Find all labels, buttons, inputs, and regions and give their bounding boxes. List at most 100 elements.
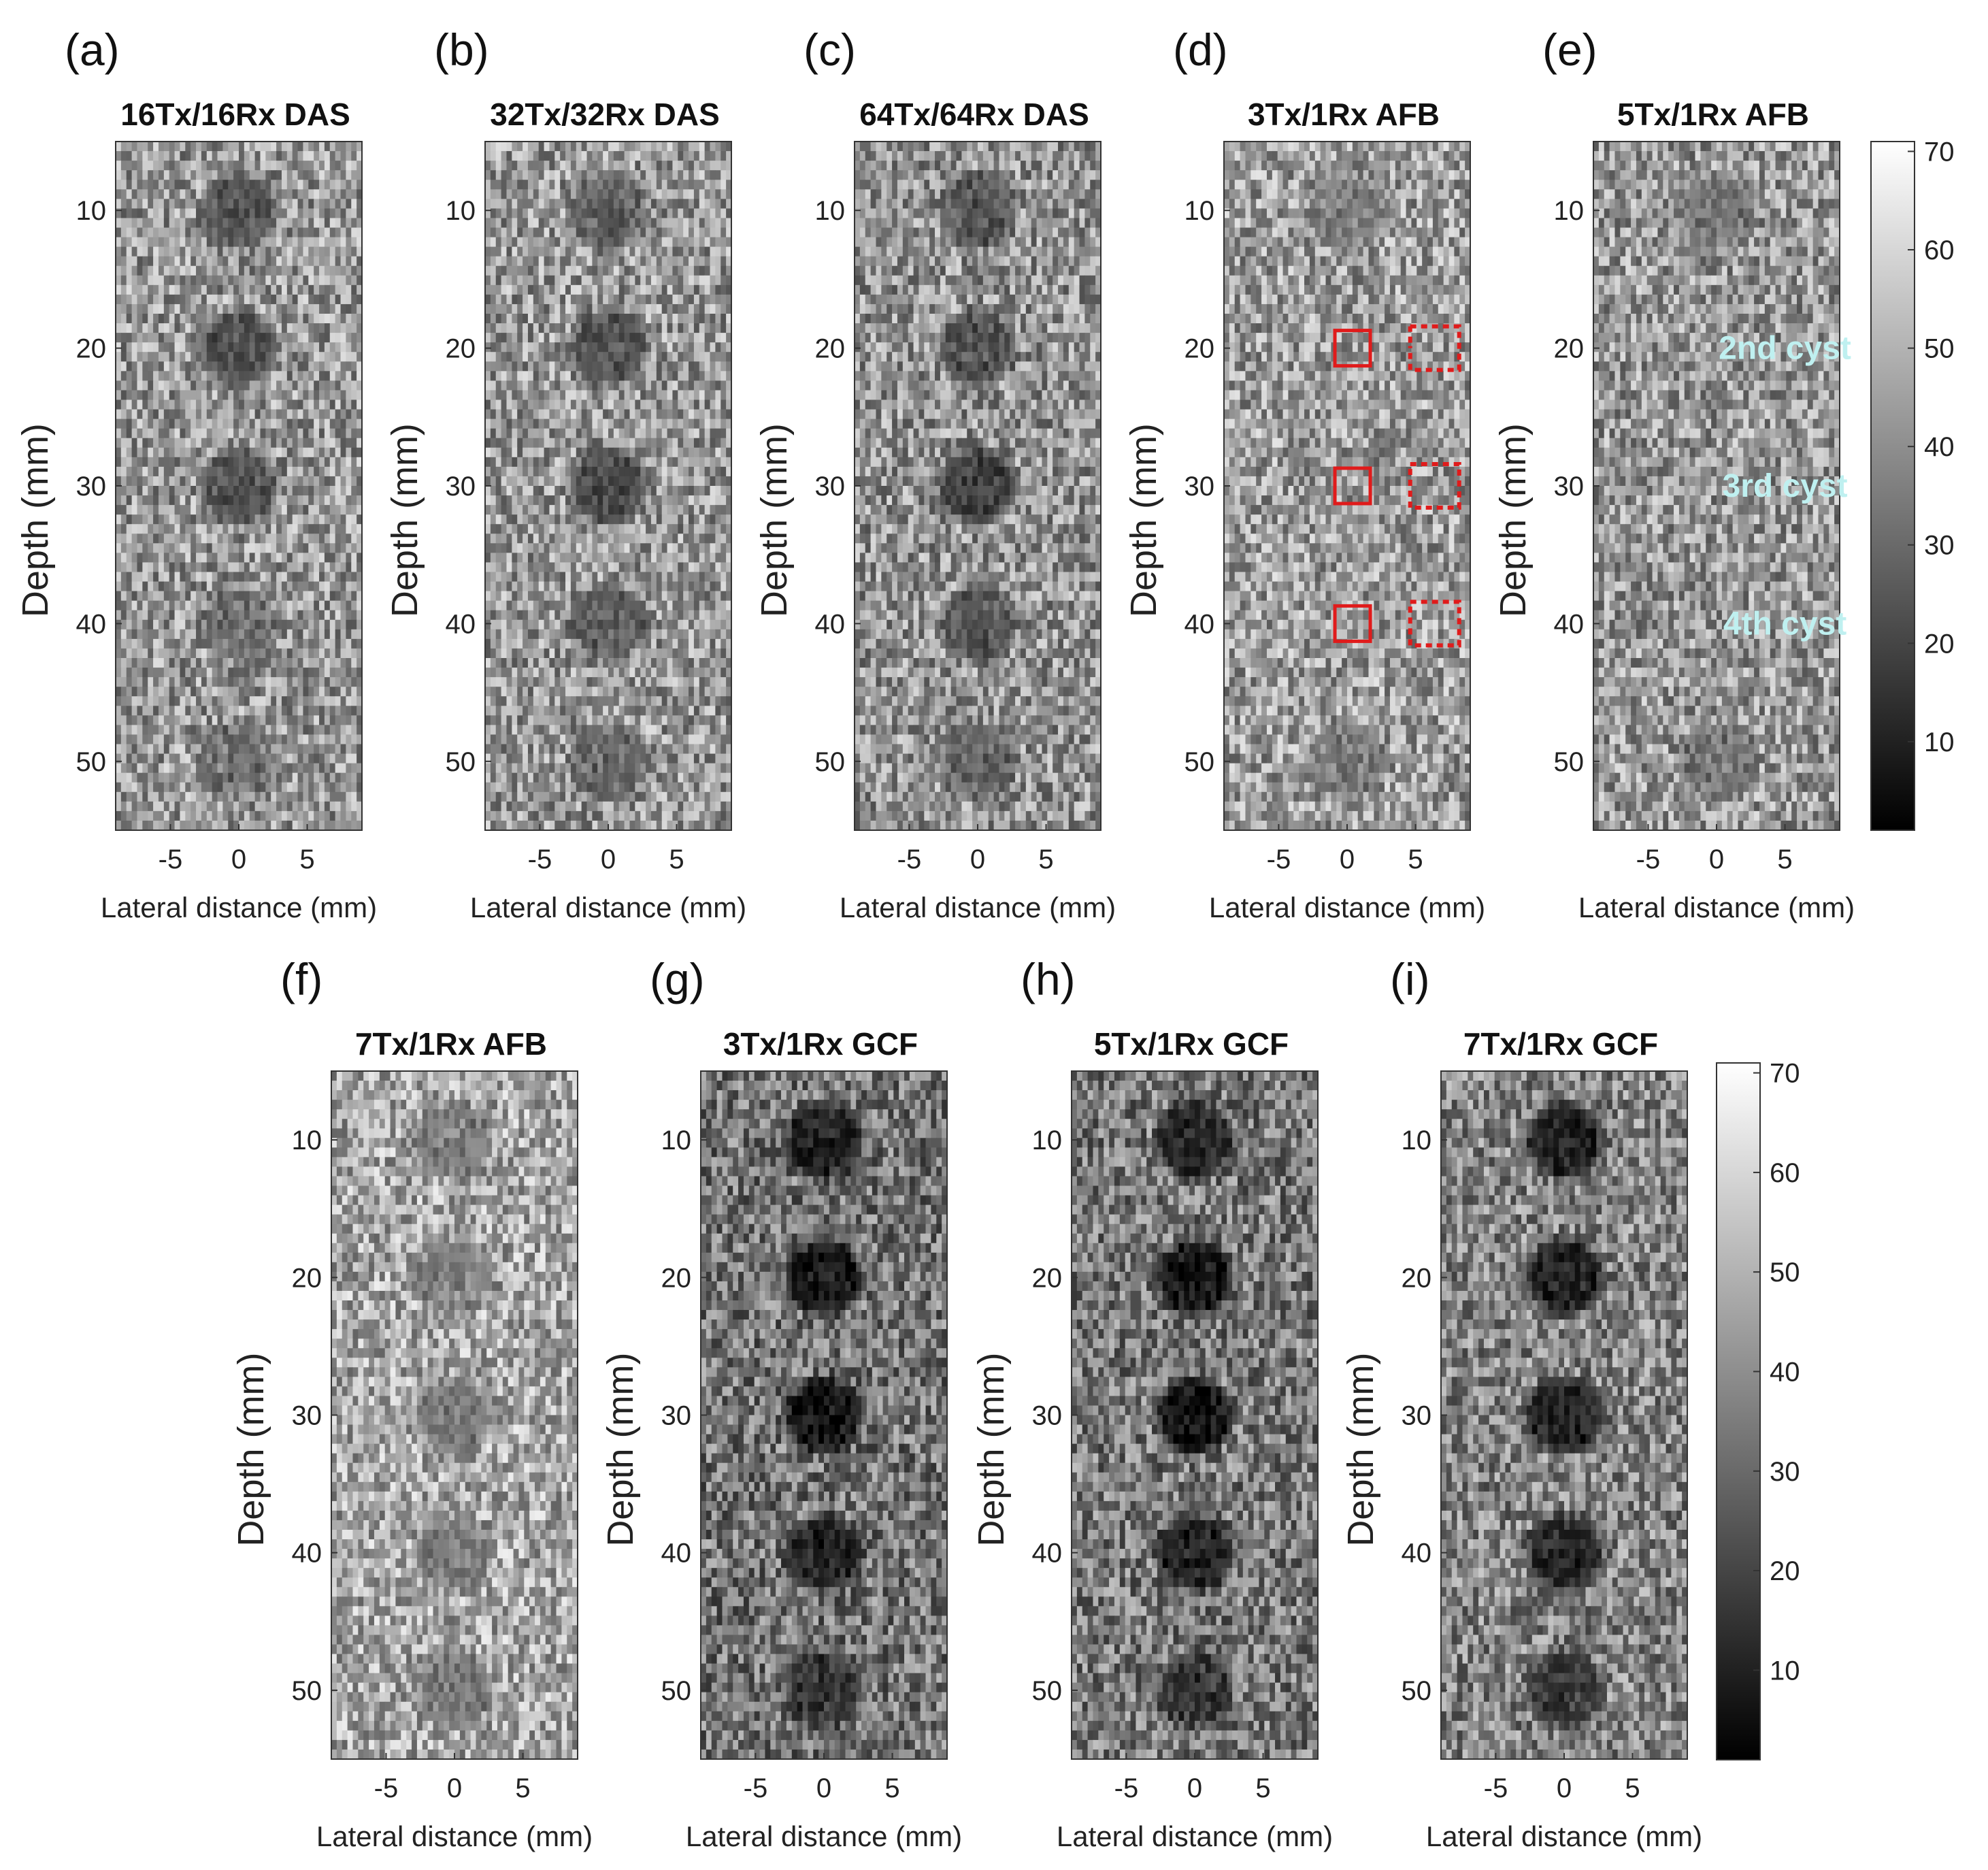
panel-a: (a)16Tx/16Rx DAS 10 20 30 40 50 -5 0 5 Lateral di… — [15, 24, 377, 923]
y-tick-label: 40 — [1032, 1539, 1063, 1569]
panel-title: 5Tx/1Rx GCF — [1094, 1026, 1289, 1062]
colorbar-tick-label: 60 — [1924, 235, 1955, 265]
y-tick-label: 10 — [76, 196, 107, 226]
y-tick-label: 50 — [446, 747, 476, 777]
y-axis-label: Depth (mm) — [1340, 1353, 1381, 1547]
colorbar-tick-label: 20 — [1924, 629, 1955, 659]
x-tick-label: -5 — [1114, 1773, 1139, 1803]
panel-h: (h) 5Tx/1Rx GCF 10 20 30 40 50 -5 0 5 Lateral dist… — [971, 954, 1333, 1852]
panel-title: 3Tx/1Rx AFB — [1248, 97, 1440, 132]
x-tick-label: 5 — [515, 1773, 530, 1803]
colorbar-tick-label: 70 — [1770, 1059, 1800, 1089]
y-tick-label: 40 — [292, 1539, 322, 1569]
x-axis-label: Lateral distance (mm) — [1057, 1820, 1333, 1852]
panel-title: 7Tx/1Rx AFB — [355, 1026, 547, 1062]
y-tick-label: 30 — [1032, 1401, 1063, 1431]
y-tick-label: 20 — [1184, 334, 1215, 364]
panel-label: (i) — [1390, 954, 1430, 1004]
x-axis-label: Lateral distance (mm) — [316, 1820, 593, 1852]
x-tick-label: -5 — [159, 844, 183, 874]
y-axis-label: Depth (mm) — [1493, 423, 1534, 617]
y-tick-label: 20 — [292, 1263, 322, 1293]
y-tick-label: 40 — [1184, 609, 1215, 639]
x-tick-label: -5 — [1636, 844, 1661, 874]
x-tick-label: -5 — [374, 1773, 399, 1803]
y-tick-label: 50 — [815, 747, 846, 777]
y-tick-label: 50 — [1402, 1676, 1432, 1706]
roi-cyst-box — [1333, 329, 1372, 368]
y-tick-label: 20 — [1032, 1263, 1063, 1293]
speckle-image — [485, 142, 732, 831]
colorbar-tick-label: 70 — [1924, 137, 1955, 167]
y-tick-label: 30 — [76, 472, 107, 502]
x-tick-label: 0 — [1557, 1773, 1572, 1803]
panel-title: 16Tx/16Rx DAS — [120, 97, 350, 132]
panel-label: (b) — [434, 24, 489, 75]
y-tick-label: 30 — [1184, 472, 1215, 502]
colorbar-tick-label: 30 — [1924, 531, 1955, 561]
y-axis-label: Depth (mm) — [1123, 423, 1164, 617]
x-tick-label: 5 — [1625, 1773, 1640, 1803]
x-tick-label: 0 — [231, 844, 246, 874]
y-tick-label: 40 — [1402, 1539, 1432, 1569]
x-tick-label: 0 — [1340, 844, 1355, 874]
cyst-annotation: 4th cyst — [1723, 606, 1846, 642]
y-tick-label: 20 — [661, 1263, 692, 1293]
x-axis-label: Lateral distance (mm) — [470, 891, 746, 923]
colorbar-tick-label: 40 — [1770, 1357, 1800, 1387]
y-tick-label: 10 — [446, 196, 476, 226]
cyst-annotation: 3rd cyst — [1723, 468, 1848, 504]
x-tick-label: -5 — [744, 1773, 768, 1803]
colorbar-tick-label: 10 — [1770, 1656, 1800, 1686]
y-tick-label: 20 — [1402, 1263, 1432, 1293]
speckle-image — [1441, 1071, 1688, 1760]
colorbar-tick-label: 30 — [1770, 1457, 1800, 1487]
panel-title: 3Tx/1Rx GCF — [723, 1026, 918, 1062]
y-tick-label: 10 — [815, 196, 846, 226]
speckle-image — [855, 142, 1101, 831]
speckle-image — [1593, 142, 1840, 831]
y-tick-label: 50 — [76, 747, 107, 777]
colorbar-tick-label: 50 — [1924, 334, 1955, 364]
y-tick-label: 10 — [661, 1126, 692, 1155]
roi-cyst-box — [1333, 466, 1372, 506]
y-tick-label: 20 — [76, 334, 107, 364]
colorbar-2: 10 20 30 40 50 60 70 — [1716, 1059, 1800, 1760]
roi-cyst-box — [1333, 604, 1372, 643]
speckle-image — [331, 1071, 578, 1760]
colorbar-tick-label: 50 — [1770, 1258, 1800, 1287]
speckle-image — [1072, 1071, 1319, 1760]
x-tick-label: 5 — [299, 844, 314, 874]
panel-g: (g) 3Tx/1Rx GCF 10 20 30 40 50 -5 0 5 Lateral dist… — [600, 954, 962, 1852]
panel-label: (a) — [65, 24, 120, 75]
x-tick-label: -5 — [528, 844, 552, 874]
x-tick-label: 5 — [669, 844, 684, 874]
y-tick-label: 30 — [661, 1401, 692, 1431]
x-axis-label: Lateral distance (mm) — [1578, 891, 1855, 923]
panel-label: (h) — [1021, 954, 1076, 1004]
x-axis-label: Lateral distance (mm) — [101, 891, 377, 923]
y-tick-label: 40 — [76, 609, 107, 639]
panel-title: 7Tx/1Rx GCF — [1463, 1026, 1658, 1062]
y-tick-label: 10 — [1032, 1126, 1063, 1155]
x-tick-label: 0 — [1187, 1773, 1202, 1803]
y-tick-label: 20 — [446, 334, 476, 364]
colorbar-tick-label: 20 — [1770, 1556, 1800, 1586]
y-tick-label: 40 — [446, 609, 476, 639]
y-tick-label: 50 — [1554, 747, 1585, 777]
x-tick-label: -5 — [897, 844, 922, 874]
panel-label: (e) — [1542, 24, 1597, 75]
panel-e: (e) 5Tx/1Rx AFB 10 20 30 40 50 -5 0 5 Lateral dist… — [1493, 24, 1855, 923]
y-tick-label: 40 — [1554, 609, 1585, 639]
y-tick-label: 40 — [815, 609, 846, 639]
speckle-image — [1224, 142, 1471, 831]
y-tick-label: 10 — [1554, 196, 1585, 226]
panel-b: (b)32Tx/32Rx DAS 10 20 30 40 50 -5 0 5 Lateral di… — [384, 24, 746, 923]
roi-background-box — [1408, 600, 1461, 648]
y-tick-label: 50 — [292, 1676, 322, 1706]
y-axis-label: Depth (mm) — [754, 423, 795, 617]
y-axis-label: Depth (mm) — [15, 423, 56, 617]
y-tick-label: 40 — [661, 1539, 692, 1569]
x-axis-label: Lateral distance (mm) — [1209, 891, 1485, 923]
x-tick-label: 5 — [1777, 844, 1792, 874]
